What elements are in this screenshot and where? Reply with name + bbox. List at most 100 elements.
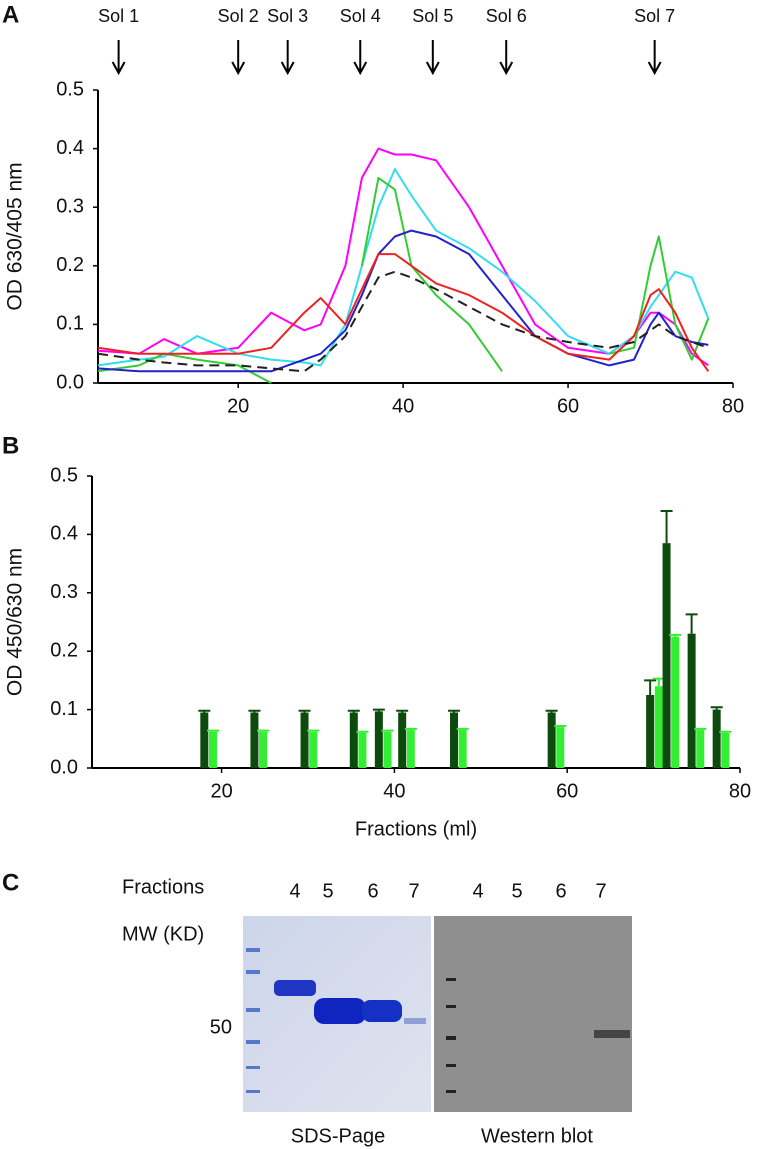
bar — [556, 727, 565, 768]
annotation-label: Sol 2 — [218, 6, 259, 26]
lane-label: 5 — [511, 880, 522, 902]
y-axis-label: OD 450/630 nm — [4, 548, 27, 696]
x-tick-label: 80 — [729, 780, 751, 802]
annotation-arrow — [353, 40, 368, 76]
panel-label: B — [2, 432, 19, 459]
error-bar — [685, 613, 698, 634]
mw-label: MW (KD) — [122, 923, 204, 945]
error-bar — [206, 729, 219, 732]
gel-band — [314, 998, 366, 1024]
bar — [309, 731, 318, 768]
bar — [547, 712, 556, 768]
gel-title: SDS-Page — [291, 1125, 386, 1147]
annotation-label: Sol 1 — [98, 6, 139, 26]
y-tick-label: 0.4 — [56, 137, 84, 159]
y-tick-label: 0.3 — [50, 581, 78, 603]
error-bar — [545, 709, 558, 713]
gel-band — [362, 1000, 402, 1022]
bar — [721, 732, 730, 768]
x-tick-label: 20 — [227, 395, 249, 417]
error-bar — [644, 679, 657, 695]
y-tick-label: 0.1 — [50, 698, 78, 720]
bar — [450, 712, 459, 768]
series-line — [98, 229, 709, 373]
y-tick-label: 0.2 — [50, 639, 78, 661]
error-bar — [198, 709, 211, 713]
lane-label: 4 — [472, 880, 483, 902]
x-tick-label: 80 — [722, 395, 744, 417]
y-tick-label: 0.4 — [50, 523, 78, 545]
error-bar — [660, 510, 673, 544]
error-bar — [372, 708, 385, 712]
error-bar — [257, 729, 270, 732]
y-tick-label: 0.0 — [56, 371, 84, 393]
bar — [200, 712, 209, 768]
annotation-arrow — [647, 40, 662, 76]
error-bar — [694, 727, 707, 731]
annotation-label: Sol 5 — [412, 6, 453, 26]
annotation-arrow — [425, 40, 440, 76]
series-line — [98, 270, 709, 373]
gel-panel: C Fractions 4 5 6 7 4 5 6 7 MW (KD) 50 S… — [2, 869, 632, 1147]
bar — [300, 712, 309, 768]
bar — [250, 712, 259, 768]
gel-band — [274, 980, 316, 996]
annotation-label: Sol 4 — [340, 6, 381, 26]
y-tick-label: 0.0 — [50, 756, 78, 778]
blot-ladder — [446, 978, 456, 1093]
error-bar — [710, 706, 723, 710]
x-tick-label: 60 — [556, 780, 578, 802]
bar — [662, 543, 671, 768]
bar — [687, 633, 696, 768]
error-bar — [404, 727, 417, 731]
annotation-arrow — [111, 40, 126, 76]
bar — [712, 709, 721, 768]
lane-label: 6 — [555, 880, 566, 902]
panel-label: C — [2, 869, 19, 896]
bar — [358, 732, 367, 768]
bar — [671, 636, 680, 768]
bar — [383, 731, 392, 768]
error-bar — [669, 633, 682, 637]
lane-label: 4 — [289, 880, 300, 902]
series-line — [98, 147, 709, 367]
error-bar — [248, 709, 261, 713]
error-bar — [381, 729, 394, 732]
error-bar — [356, 730, 369, 733]
x-tick-label: 60 — [557, 395, 579, 417]
y-tick-label: 0.3 — [56, 195, 84, 217]
error-bar — [719, 730, 732, 733]
lines — [98, 147, 710, 384]
bar — [646, 695, 655, 768]
annotation-arrow — [499, 40, 514, 76]
bar — [349, 712, 358, 768]
y-tick-label: 0.5 — [56, 78, 84, 100]
bar — [374, 711, 383, 768]
error-bar — [554, 724, 567, 728]
annotation-label: Sol 3 — [267, 6, 308, 26]
series-line — [98, 253, 710, 372]
y-tick-label: 0.2 — [56, 254, 84, 276]
lane-label: 7 — [595, 880, 606, 902]
series-line — [98, 168, 710, 367]
blot-band — [594, 1030, 630, 1038]
gel-band — [404, 1018, 426, 1024]
x-tick-label: 40 — [383, 780, 405, 802]
error-bar — [307, 729, 320, 732]
error-bar — [456, 727, 469, 731]
annotation-arrow — [280, 40, 295, 76]
x-tick-label: 40 — [392, 395, 414, 417]
lane-label: 6 — [367, 880, 378, 902]
error-bar — [448, 709, 461, 713]
annotation-label: Sol 6 — [486, 6, 527, 26]
bar — [398, 712, 407, 768]
blot-title: Western blot — [481, 1125, 593, 1147]
error-bar — [298, 709, 311, 713]
bar — [406, 730, 415, 768]
annotation-label: Sol 7 — [634, 6, 675, 26]
y-axis-label: OD 630/405 nm — [4, 162, 27, 310]
bar — [208, 731, 217, 768]
y-tick-label: 0.5 — [50, 464, 78, 486]
